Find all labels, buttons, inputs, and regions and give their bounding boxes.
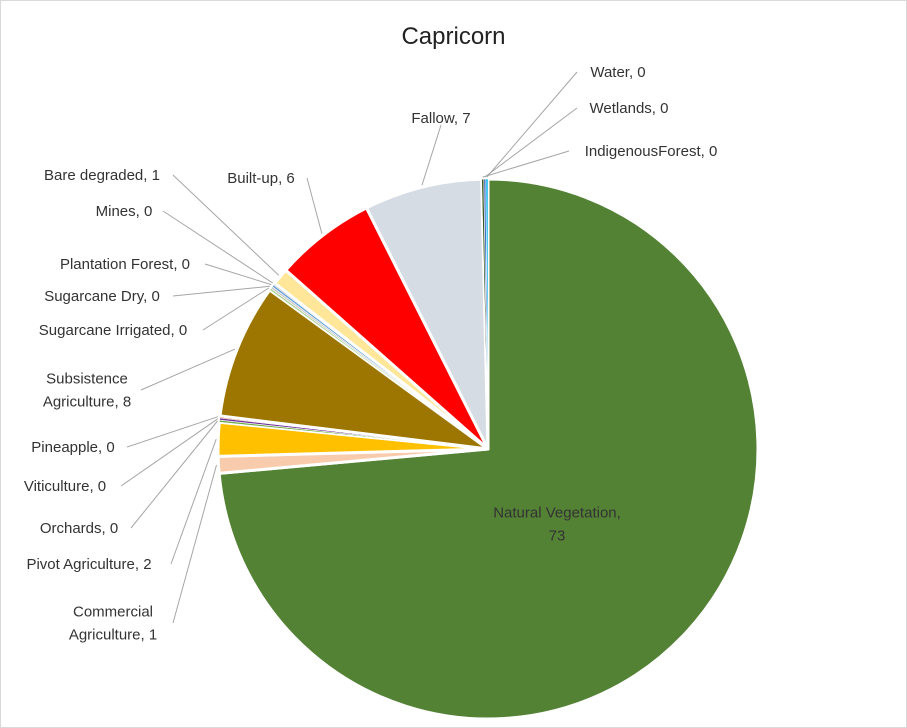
leader-line-built-up (306, 177, 323, 234)
data-label-mines: Mines, 0 (96, 203, 153, 220)
leader-line-fallow (421, 124, 442, 186)
data-label-commercial-agriculture: Commercial Agriculture, 1 (69, 604, 157, 644)
pie-slices (216, 177, 760, 721)
data-label-natural-vegetation: Natural Vegetation, 73 (493, 505, 621, 545)
data-label-bare-degraded: Bare degraded, 1 (44, 167, 160, 184)
pie-slice-fallow (365, 177, 490, 451)
leader-line-wetlands (484, 107, 578, 178)
leader-line-viticulture (120, 418, 218, 487)
data-label-orchards: Orchards, 0 (40, 520, 118, 537)
leader-line-sugarcane-irrigated (202, 287, 270, 331)
leader-line-pineapple (126, 416, 219, 448)
data-labels: Natural Vegetation, 73 Commercial Agricultu… (24, 64, 717, 644)
data-label-water: Water, 0 (590, 64, 645, 81)
leader-line-indigenousforest (482, 150, 570, 178)
leader-line-sugarcane-dry (172, 285, 271, 297)
data-label-fallow: Fallow, 7 (411, 110, 470, 127)
leader-lines (120, 71, 578, 624)
data-label-built-up: Built-up, 6 (227, 170, 295, 187)
chart-title: Capricorn (401, 23, 506, 50)
leader-line-orchards (130, 420, 218, 529)
data-label-sugarcane-dry: Sugarcane Dry, 0 (44, 288, 160, 305)
pie-slice-subsistence-agriculture (218, 288, 490, 451)
data-label-plantation-forest: Plantation Forest, 0 (60, 256, 190, 273)
data-label-viticulture: Viticulture, 0 (24, 478, 106, 495)
leader-line-water (486, 71, 578, 178)
data-label-wetlands: Wetlands, 0 (590, 100, 669, 117)
pie-slice-water (485, 178, 489, 450)
data-label-pivot-agriculture: Pivot Agriculture, 2 (26, 556, 151, 573)
leader-line-mines (162, 210, 273, 284)
data-label-subsistence-agriculture: Subsistence Agriculture, 8 (43, 371, 131, 411)
leader-line-commercial-agriculture (172, 464, 217, 624)
data-label-sugarcane-irrigated: Sugarcane Irrigated, 0 (39, 322, 187, 339)
data-label-indigenousforest: IndigenousForest, 0 (585, 143, 718, 160)
leader-line-pivot-agriculture (170, 439, 217, 565)
leader-line-plantation-forest (204, 263, 272, 286)
leader-line-subsistence-agriculture (140, 348, 236, 391)
data-label-pineapple: Pineapple, 0 (31, 439, 114, 456)
leader-line-bare-degraded (172, 174, 280, 276)
